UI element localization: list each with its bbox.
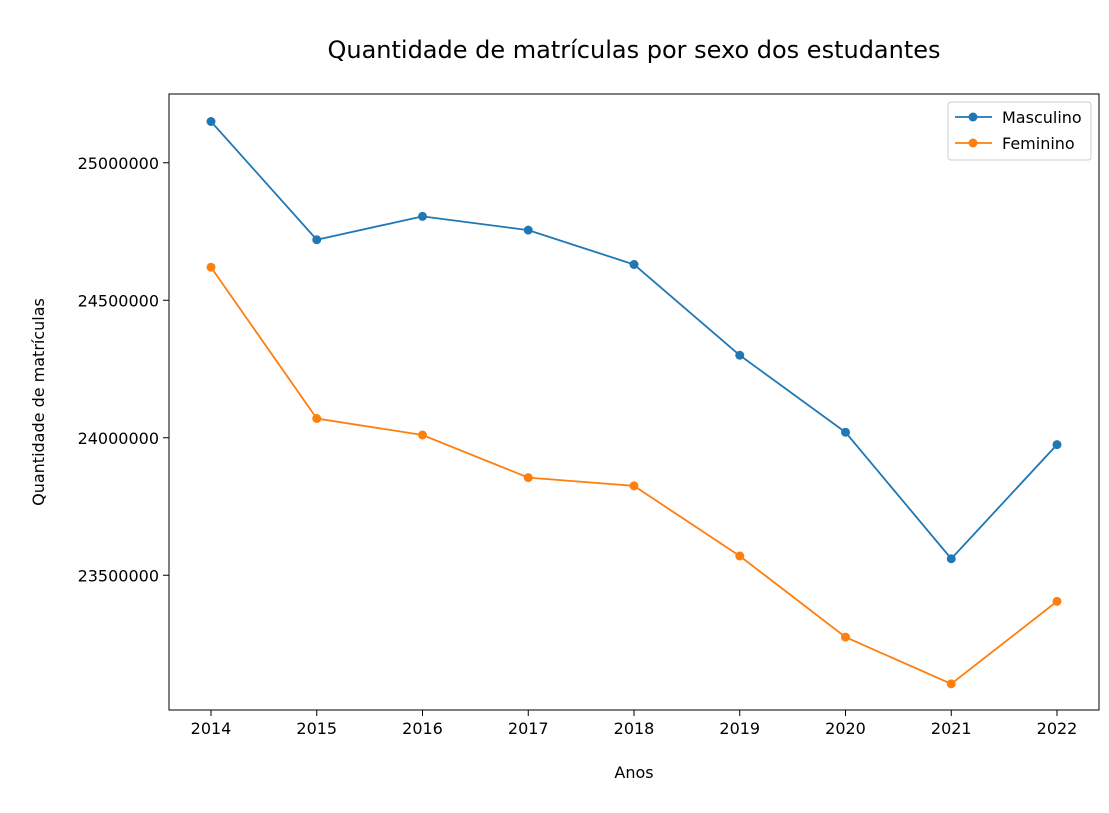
data-point xyxy=(523,473,533,483)
y-tick-label: 24500000 xyxy=(78,291,159,310)
data-point xyxy=(1052,596,1062,606)
legend-label: Masculino xyxy=(1002,108,1082,127)
legend-marker xyxy=(968,112,978,122)
data-point xyxy=(312,414,322,423)
y-tick-label: 25000000 xyxy=(78,154,159,173)
data-point xyxy=(206,262,216,272)
y-axis: 23500000 24000000 24500000 25000000 xyxy=(78,154,169,585)
data-point xyxy=(629,481,639,491)
data-point xyxy=(523,225,533,235)
x-axis-label: Anos xyxy=(614,763,653,782)
y-tick-label: 24000000 xyxy=(78,429,159,448)
x-tick-label: 2016 xyxy=(402,719,443,738)
data-point xyxy=(418,430,427,440)
data-point xyxy=(946,554,956,564)
x-tick-label: 2017 xyxy=(508,719,549,738)
plot-area xyxy=(168,93,1100,711)
data-point xyxy=(206,117,216,126)
data-point xyxy=(841,632,850,642)
x-tick-label: 2020 xyxy=(825,719,866,738)
series-masculino xyxy=(206,117,1062,564)
data-point xyxy=(1052,440,1062,450)
data-point xyxy=(735,551,745,561)
legend: Masculino Feminino xyxy=(947,101,1092,161)
x-tick-label: 2021 xyxy=(931,719,972,738)
series-feminino xyxy=(206,262,1062,689)
data-point xyxy=(418,211,427,221)
y-tick-label: 23500000 xyxy=(78,566,159,585)
series-layer xyxy=(206,117,1062,689)
legend-label: Feminino xyxy=(1002,134,1075,153)
x-tick-label: 2019 xyxy=(719,719,760,738)
data-point xyxy=(735,350,745,360)
y-axis-label: Quantidade de matrículas xyxy=(29,298,48,506)
chart-title: Quantidade de matrículas por sexo dos es… xyxy=(327,36,940,64)
x-tick-label: 2018 xyxy=(614,719,655,738)
data-point xyxy=(946,679,956,689)
x-tick-label: 2022 xyxy=(1037,719,1078,738)
data-point xyxy=(629,260,639,269)
data-point xyxy=(841,427,850,437)
x-axis: 2014 2015 2016 2017 2018 2019 2020 2021 2022 xyxy=(191,710,1078,738)
x-tick-label: 2014 xyxy=(191,719,232,738)
data-point xyxy=(312,235,322,245)
legend-marker xyxy=(968,138,978,148)
x-tick-label: 2015 xyxy=(296,719,337,738)
